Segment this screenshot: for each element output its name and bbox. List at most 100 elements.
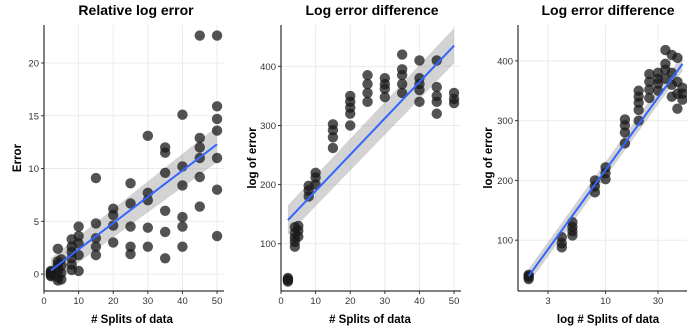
data-point bbox=[345, 108, 356, 119]
data-point bbox=[73, 230, 84, 242]
data-point bbox=[108, 237, 119, 248]
data-point bbox=[652, 85, 664, 96]
data-point bbox=[56, 274, 67, 285]
data-point bbox=[108, 209, 119, 221]
y-tick-label: 400 bbox=[497, 56, 513, 67]
y-tick-label: 400 bbox=[260, 62, 276, 73]
data-point bbox=[211, 230, 223, 242]
data-point bbox=[159, 147, 171, 158]
data-point bbox=[396, 49, 408, 60]
chart-title: Log error difference bbox=[305, 2, 438, 18]
data-point bbox=[293, 231, 304, 242]
y-tick-label: 20 bbox=[28, 59, 39, 70]
x-tick-label: 50 bbox=[212, 296, 223, 307]
data-point bbox=[177, 180, 188, 191]
data-point bbox=[303, 191, 314, 202]
x-tick-label: 10 bbox=[73, 296, 84, 307]
data-point bbox=[327, 142, 339, 154]
data-point bbox=[194, 132, 205, 144]
data-point bbox=[431, 55, 442, 66]
y-axis-label: log of error bbox=[483, 127, 495, 189]
x-tick-label: 40 bbox=[177, 296, 188, 307]
data-point bbox=[379, 91, 391, 103]
confidence-band bbox=[287, 27, 455, 235]
data-point bbox=[90, 172, 102, 184]
data-point bbox=[125, 248, 136, 260]
data-point bbox=[414, 55, 425, 66]
data-point bbox=[282, 273, 294, 285]
x-tick-label: 0 bbox=[278, 296, 283, 307]
data-point bbox=[431, 96, 442, 108]
data-point bbox=[194, 171, 205, 183]
data-point bbox=[73, 221, 84, 232]
data-point bbox=[567, 230, 578, 241]
panel-relative-log-error: Relative log error 0 10 20 30 40 50 0 5 10 15 20 #… bbox=[12, 2, 224, 326]
data-point bbox=[448, 97, 460, 109]
data-point bbox=[379, 83, 391, 95]
data-point bbox=[672, 52, 683, 64]
data-point bbox=[644, 68, 655, 80]
x-tick-label: 20 bbox=[108, 296, 119, 307]
y-axis-label: log of error bbox=[247, 127, 259, 189]
y-tick-label: 15 bbox=[28, 111, 39, 122]
y-tick-label: 100 bbox=[260, 239, 276, 250]
data-point bbox=[556, 242, 567, 253]
panel-log-error-difference-log-x: Log error difference 3 10 30 100 200 300 400 l… bbox=[483, 2, 687, 326]
data-point bbox=[677, 94, 687, 105]
data-point bbox=[211, 101, 223, 112]
y-axis-label: Error bbox=[12, 143, 24, 172]
data-point bbox=[396, 70, 408, 81]
regression-line bbox=[287, 44, 455, 221]
data-point bbox=[90, 241, 102, 252]
data-point bbox=[125, 221, 136, 232]
x-tick-label: 0 bbox=[41, 296, 46, 307]
data-point bbox=[396, 87, 408, 99]
data-point bbox=[194, 142, 205, 153]
x-tick-label: 30 bbox=[143, 296, 154, 307]
data-point bbox=[125, 241, 136, 252]
y-tick-label: 10 bbox=[28, 164, 39, 175]
data-point bbox=[73, 265, 84, 277]
x-tick-label: 10 bbox=[600, 296, 611, 307]
data-point bbox=[362, 70, 373, 81]
data-point bbox=[619, 127, 631, 138]
x-tick-label: 20 bbox=[345, 296, 356, 307]
chart-title: Relative log error bbox=[78, 2, 194, 18]
data-point bbox=[194, 201, 205, 212]
data-point bbox=[396, 78, 408, 90]
data-point bbox=[644, 84, 655, 95]
y-tick-label: 300 bbox=[497, 116, 513, 127]
data-point bbox=[90, 233, 102, 244]
data-point bbox=[431, 108, 442, 119]
data-point bbox=[90, 218, 102, 229]
x-tick-label: 30 bbox=[653, 296, 664, 307]
data-point bbox=[90, 249, 102, 261]
x-tick-label: 50 bbox=[449, 296, 460, 307]
y-tick-label: 200 bbox=[260, 180, 276, 191]
data-point bbox=[142, 222, 154, 233]
data-point bbox=[125, 198, 136, 209]
data-point bbox=[177, 221, 188, 232]
data-point bbox=[644, 92, 655, 104]
x-tick-label: 10 bbox=[310, 296, 321, 307]
data-point bbox=[159, 253, 171, 264]
data-point bbox=[633, 97, 644, 108]
data-point bbox=[633, 104, 644, 116]
data-point bbox=[211, 125, 223, 136]
data-point bbox=[345, 120, 356, 131]
x-axis-label: # Splits of data bbox=[91, 314, 173, 326]
data-point bbox=[211, 152, 223, 164]
data-point bbox=[414, 84, 425, 96]
regression-line bbox=[527, 63, 684, 277]
data-point bbox=[431, 81, 442, 93]
regression-line bbox=[50, 143, 218, 272]
data-point bbox=[619, 120, 631, 131]
data-point bbox=[633, 115, 644, 126]
data-point bbox=[159, 205, 171, 216]
y-tick-label: 100 bbox=[497, 236, 513, 247]
x-tick-label: 30 bbox=[380, 296, 391, 307]
data-point bbox=[211, 30, 223, 41]
data-point bbox=[125, 178, 136, 189]
data-point bbox=[177, 241, 188, 252]
